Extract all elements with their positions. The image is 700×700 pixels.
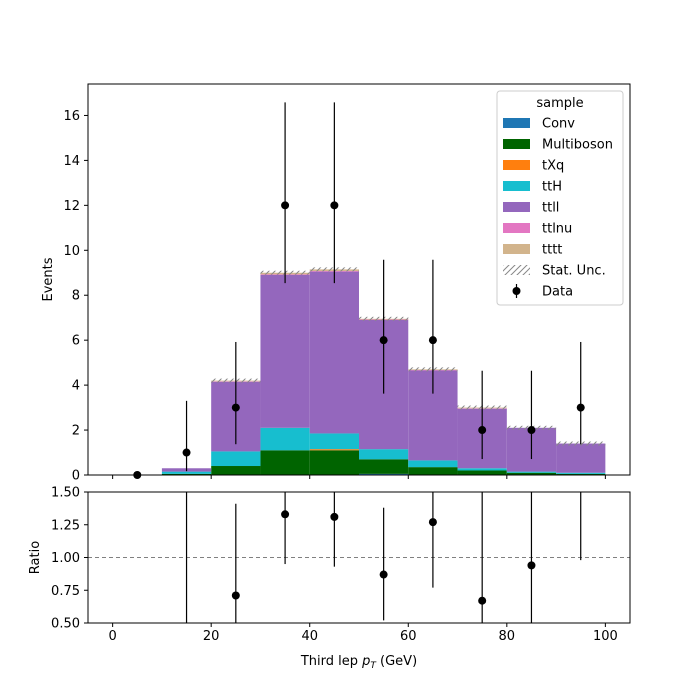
bar-multiboson (457, 470, 507, 475)
main-y-axis-label: Events (41, 257, 56, 301)
ratio-x-ticks: 0 20 40 60 80 100 (108, 623, 618, 644)
bar-tth (161, 471, 212, 474)
y-tick-label: 12 (63, 199, 80, 214)
data-point (379, 336, 388, 345)
legend-label-multiboson: Multiboson (542, 138, 613, 153)
bar-ttll (556, 443, 606, 473)
main-x-ticks (112, 475, 606, 479)
bar-multiboson (556, 473, 606, 475)
y-tick-label: 0 (72, 469, 80, 484)
bar-conv (359, 473, 409, 475)
data-point (478, 426, 487, 435)
bar-tth (556, 472, 606, 474)
legend-label-conv: Conv (542, 117, 575, 132)
x-tick-label: 60 (400, 629, 417, 644)
data-point (527, 426, 536, 435)
y-tick-label: 4 (72, 379, 80, 394)
ratio-point (527, 561, 536, 570)
bar-tth (506, 471, 557, 473)
bar-ttll (260, 275, 310, 428)
x-tick-label: 80 (499, 629, 516, 644)
bar-tth (359, 449, 409, 460)
bar-multiboson (408, 467, 458, 475)
legend: sample Conv Multiboson tXq ttH ttll ttlnu tttt… (496, 90, 624, 306)
y-tick-label: 6 (72, 334, 80, 349)
legend-swatch-multiboson (503, 139, 530, 149)
data-point (231, 403, 240, 412)
legend-label-stat-unc: Stat. Unc. (542, 264, 606, 279)
ratio-y-axis-label: Ratio (28, 541, 43, 574)
y-tick-label: 8 (72, 289, 80, 304)
ratio-plot-frame (87, 491, 631, 624)
ratio-y-tick-label: 1.25 (51, 518, 80, 533)
ratio-plot: 0 20 40 60 80 100 0.500.751.001.251.50 Ratio … (28, 486, 631, 671)
data-point (330, 201, 339, 210)
x-tick-label: 40 (301, 629, 318, 644)
ratio-points (185, 492, 582, 623)
y-tick-label: 2 (72, 424, 80, 439)
bar-txq (309, 449, 359, 451)
x-tick-label: 0 (108, 629, 116, 644)
bar-tth (211, 451, 261, 467)
legend-swatch-tth (503, 181, 530, 191)
y-tick-label: 14 (63, 154, 80, 169)
ratio-y-tick-label: 0.75 (51, 584, 80, 599)
data-point (182, 448, 191, 457)
legend-swatch-tttt (503, 244, 530, 254)
legend-swatch-txq (503, 160, 530, 170)
bar-tth (260, 427, 310, 451)
main-plot-frame (87, 83, 631, 476)
legend-label-ttlnu: ttlnu (542, 222, 572, 237)
bar-multiboson (359, 459, 409, 474)
x-tick-label: 20 (203, 629, 220, 644)
y-tick-label: 16 (63, 109, 80, 124)
bar-multiboson (309, 450, 359, 475)
main-y-ticks: 0 2 4 6 8 10 12 14 16 (63, 109, 88, 484)
y-tick-label: 10 (63, 244, 80, 259)
legend-data-marker (512, 287, 521, 295)
legend-label-ttll: ttll (542, 201, 559, 216)
bar-multiboson (506, 472, 557, 475)
bar-ttll (309, 271, 359, 434)
legend-swatch-stat-unc (503, 265, 530, 275)
ratio-point (379, 570, 388, 579)
legend-label-tth: ttH (542, 180, 562, 195)
ratio-point (231, 591, 240, 600)
bar-multiboson (161, 473, 212, 475)
stacked-bars (161, 269, 606, 475)
data-point (576, 403, 585, 412)
main-plot: 0 2 4 6 8 10 12 14 16 Events sample Conv Multibos… (41, 83, 631, 484)
x-tick-label: 100 (593, 629, 618, 644)
legend-label-txq: tXq (542, 159, 564, 174)
bar-multiboson (211, 466, 261, 475)
legend-label-data: Data (542, 285, 573, 300)
legend-swatch-conv (503, 118, 530, 128)
ratio-point (281, 510, 290, 519)
x-axis-label: Third lep pT (GeV) (300, 654, 417, 671)
ratio-point (428, 518, 437, 527)
legend-swatch-ttlnu (503, 223, 530, 233)
legend-swatch-ttll (503, 202, 530, 212)
ratio-point (330, 512, 339, 521)
data-points (133, 102, 585, 479)
ratio-y-ticks: 0.50 0.75 1.00 1.25 1.50 (51, 486, 88, 632)
data-point (281, 201, 290, 210)
bar-tth (457, 468, 507, 471)
bar-tth (309, 433, 359, 450)
ratio-point (478, 596, 487, 605)
bar-tth (408, 460, 458, 468)
ratio-y-tick-label: 0.50 (51, 617, 80, 632)
legend-title: sample (536, 96, 583, 111)
legend-label-tttt: tttt (542, 243, 562, 258)
data-point (428, 336, 437, 345)
bar-multiboson (260, 450, 310, 475)
ratio-y-tick-label: 1.50 (51, 486, 80, 501)
ratio-y-tick-label: 1.00 (51, 551, 80, 566)
